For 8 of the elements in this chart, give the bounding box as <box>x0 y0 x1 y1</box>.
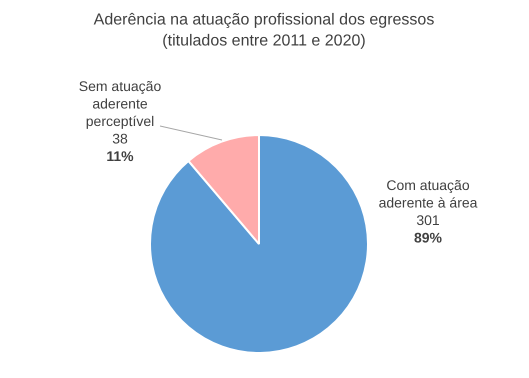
text: 89% <box>414 229 443 246</box>
data-label: 301 <box>416 212 440 228</box>
data-label: 38 <box>112 130 128 146</box>
slice-label: Sem atuação aderente perceptível <box>78 78 162 129</box>
chart-title: Aderência na atuação profissional dos egressos <box>94 11 434 28</box>
text: 11% <box>106 148 134 164</box>
slice-label: Com atuação aderente à área <box>378 176 478 210</box>
chart-subtitle: (titulados entre 2011 e 2020) <box>162 32 366 50</box>
